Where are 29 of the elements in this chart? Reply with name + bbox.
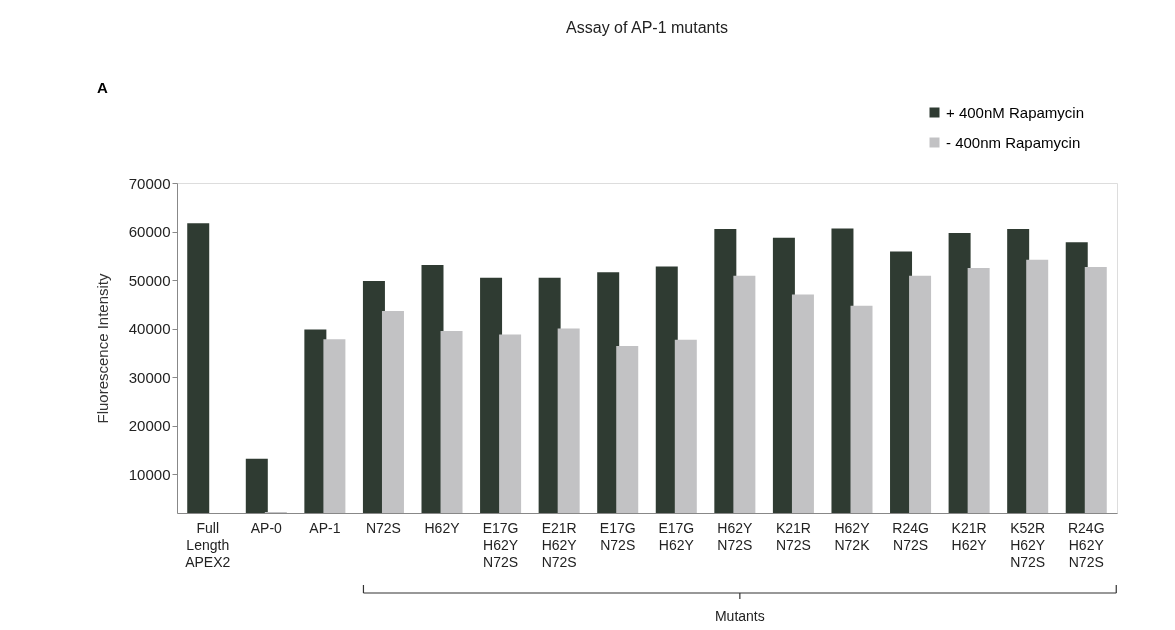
x-tick-label: AP-1 (309, 519, 341, 536)
text: A (97, 79, 108, 96)
y-tick-label: 40000 (128, 320, 171, 338)
x-tick-label: E17G N72S (599, 519, 636, 553)
chart-title: Assay of AP-1 mutants (566, 19, 728, 36)
x-tick-label: R24G H62Y N72S (1067, 519, 1105, 570)
y-tick-label: 50000 (128, 271, 171, 289)
x-tick-label: E21R H62Y N72S (541, 519, 578, 570)
x-tick-label: N72S (365, 519, 401, 536)
y-tick-label: 10000 (128, 465, 171, 483)
legend-label: + 400nM Rapamycin (946, 103, 1084, 121)
x-tick-label: E17G H62Y N72S (482, 519, 519, 570)
x-tick-label: R24G N72S (892, 519, 929, 553)
text: Mutants (714, 608, 765, 624)
legend-label: - 400nm Rapamycin (946, 133, 1081, 151)
x-tick-label: Full Length APEX2 (185, 519, 231, 570)
x-tick-label: K21R H62Y (951, 519, 988, 553)
x-tick-label: K21R N72S (775, 519, 811, 553)
x-tick-label: E17G H62Y (658, 519, 695, 553)
x-tick-label: H62Y N72S (717, 519, 754, 553)
y-tick-label: 20000 (128, 417, 171, 435)
y-tick-label: 30000 (128, 368, 171, 386)
x-tick-label: H62Y (424, 519, 461, 536)
y-axis-title: Fluorescence Intensity (93, 272, 111, 424)
x-tick-label: AP-0 (250, 519, 283, 536)
y-tick-label: 70000 (128, 174, 171, 192)
y-tick-label: 60000 (128, 223, 171, 241)
x-tick-label: K52R H62Y N72S (1010, 519, 1046, 570)
x-tick-label: H62Y N72K (834, 519, 871, 553)
